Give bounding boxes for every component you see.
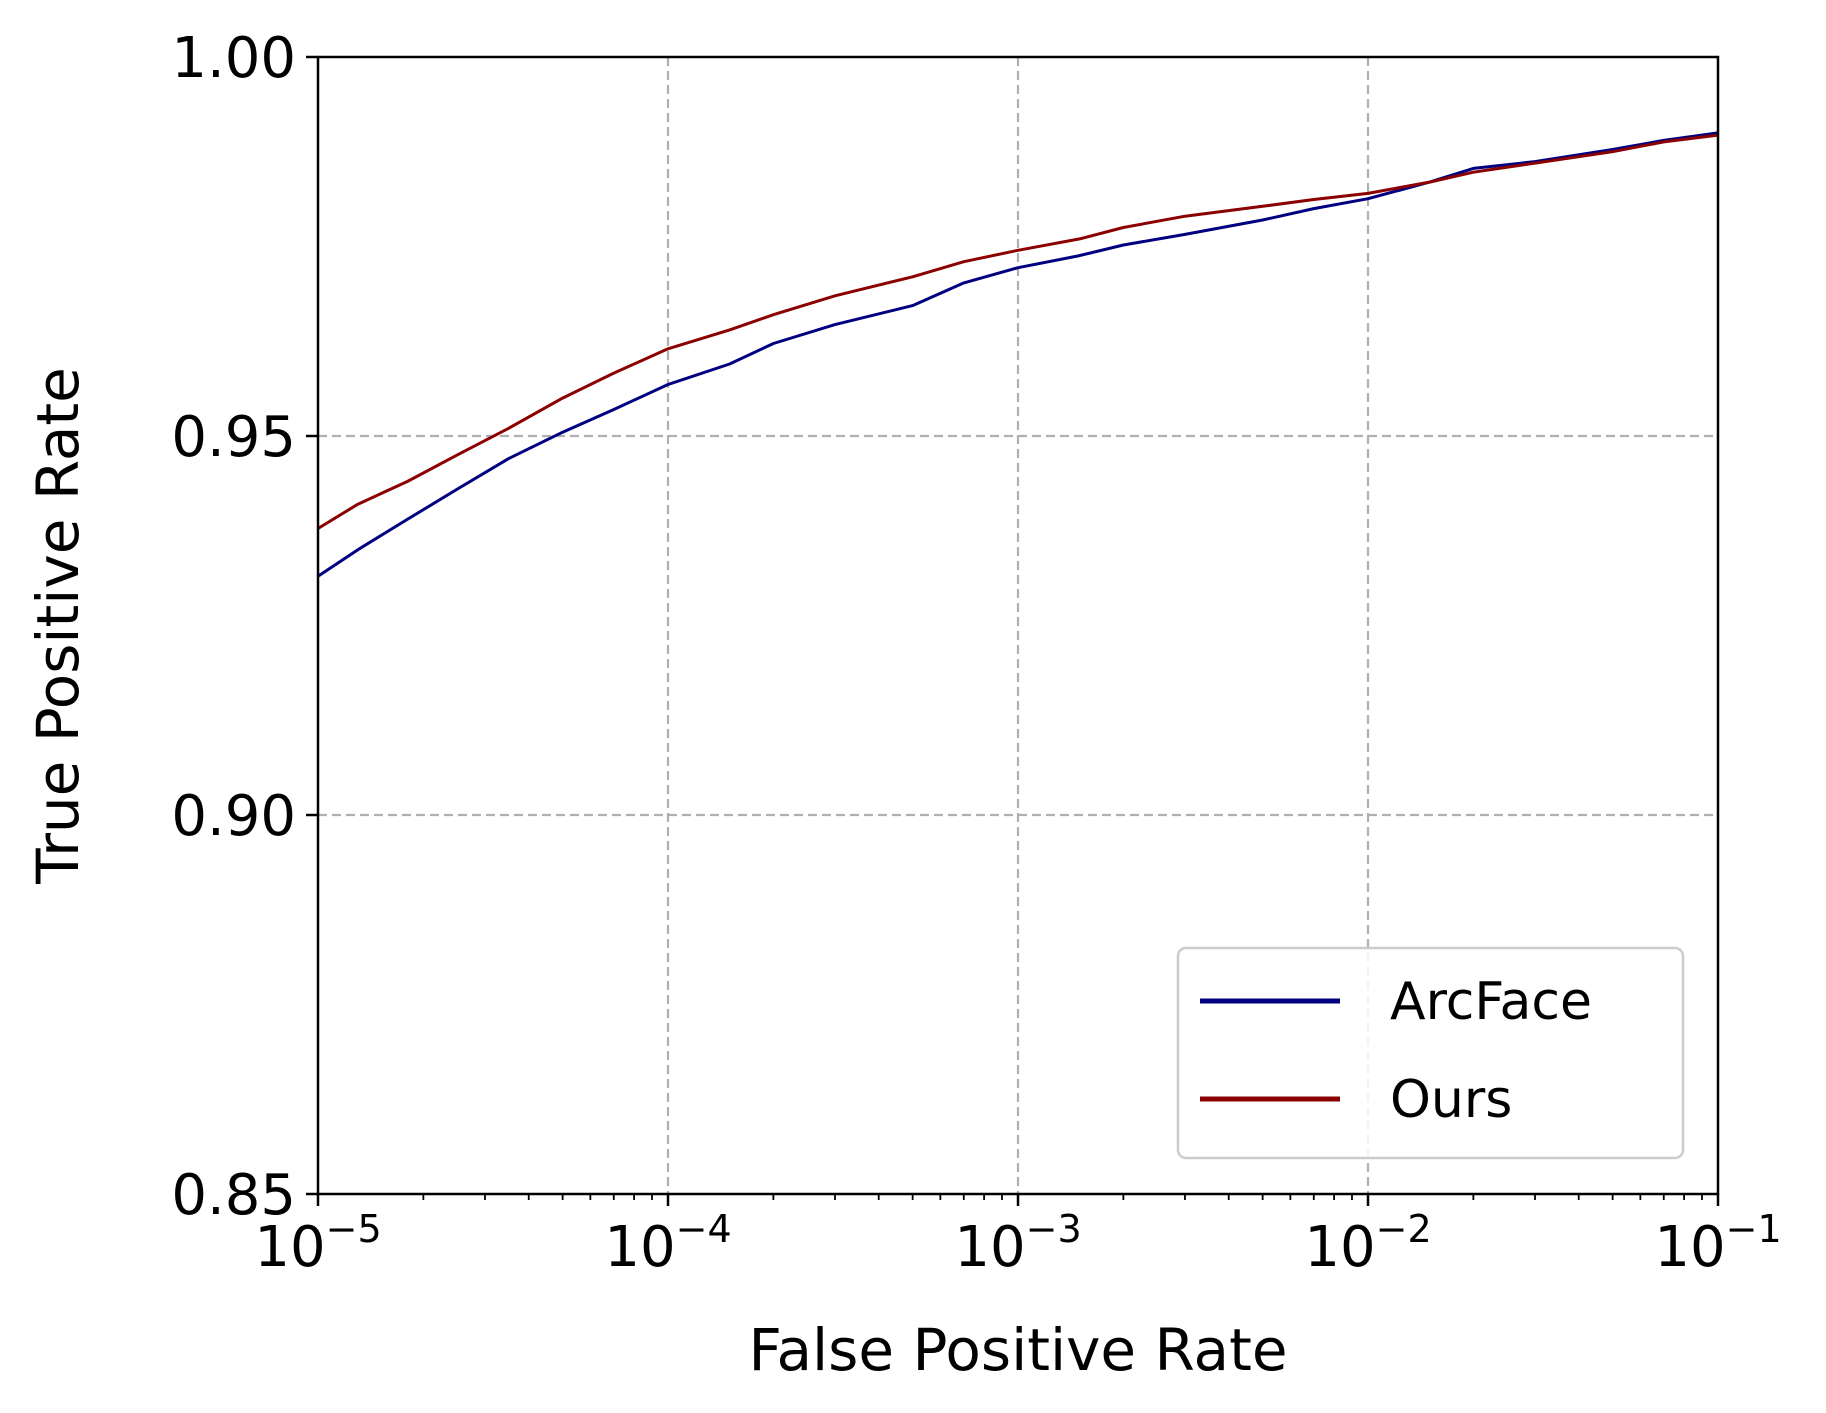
series-line-arcface xyxy=(317,131,1719,578)
y-tick-label: 0.95 xyxy=(171,405,296,470)
legend: ArcFace Ours xyxy=(1176,946,1685,1160)
y-tick-label: 1.00 xyxy=(171,26,296,91)
x-axis-label: False Positive Rate xyxy=(748,1316,1287,1384)
y-tick-label: 0.85 xyxy=(171,1163,296,1228)
x-tick-label: 10−2 xyxy=(1304,1207,1431,1280)
x-tick-label: 10−4 xyxy=(604,1207,731,1280)
x-tick-label: 10−5 xyxy=(254,1207,381,1280)
series-line-ours xyxy=(317,133,1719,530)
x-tick-label: 10−1 xyxy=(1654,1207,1781,1280)
legend-label-ours: Ours xyxy=(1390,1070,1512,1130)
grid xyxy=(318,57,1718,1194)
y-axis-label: True Positive Rate xyxy=(24,367,92,885)
x-tick-label: 10−3 xyxy=(954,1207,1081,1280)
legend-label-arcface: ArcFace xyxy=(1390,972,1592,1032)
y-tick-label: 0.90 xyxy=(171,784,296,849)
axis-ticks: 10−5 10−4 10−3 10−2 10−1 0.85 0.90 0.95 1.00 xyxy=(171,26,1781,1280)
series-lines xyxy=(317,131,1719,578)
